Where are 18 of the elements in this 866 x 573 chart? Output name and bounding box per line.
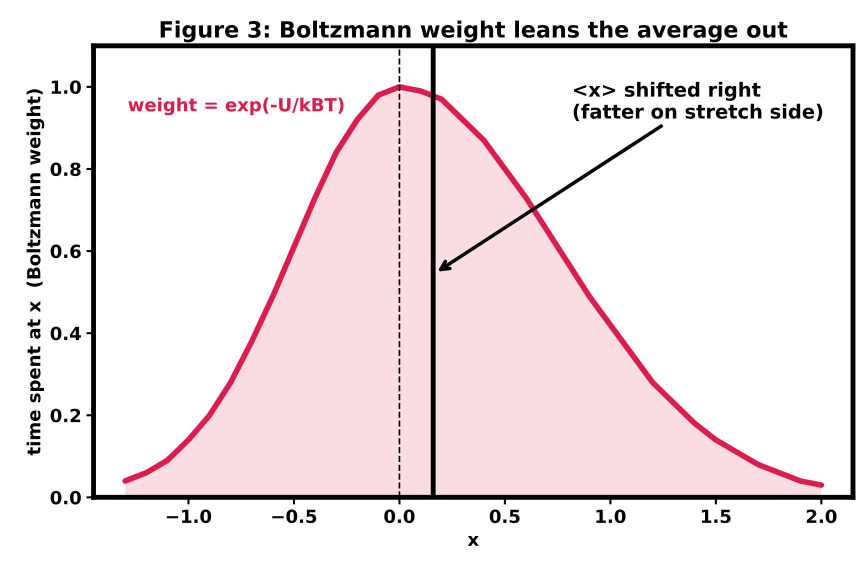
x-tick-label: 0.0 (384, 509, 415, 524)
x-tick-label: 0.5 (490, 509, 520, 524)
y-axis-title: time spent at x (Boltzmann weight) (26, 89, 44, 456)
x-tick-label: −1.0 (166, 509, 212, 524)
annotation: <x> shifted right (fatter on stretch side) (574, 82, 822, 122)
x-tick-label: 2.0 (806, 509, 836, 524)
y-tick-label: 0.0 (50, 490, 81, 504)
x-tick-label: 1.5 (702, 510, 731, 524)
x-tick-label: −0.5 (272, 509, 316, 524)
x-axis-title: x (468, 536, 479, 546)
y-tick-label: 0.2 (50, 408, 80, 422)
y-tick-label: 0.4 (50, 326, 81, 340)
chart-title: Figure 3: Boltzmann weight leans the average out (160, 20, 788, 42)
series-label: weight = exp(-U/kBT) (128, 98, 344, 116)
y-tick-label: 1.0 (52, 80, 81, 94)
x-tick-label: 1.0 (596, 509, 626, 524)
y-tick-label: 0.8 (50, 162, 81, 176)
y-tick-label: 0.6 (50, 244, 81, 258)
